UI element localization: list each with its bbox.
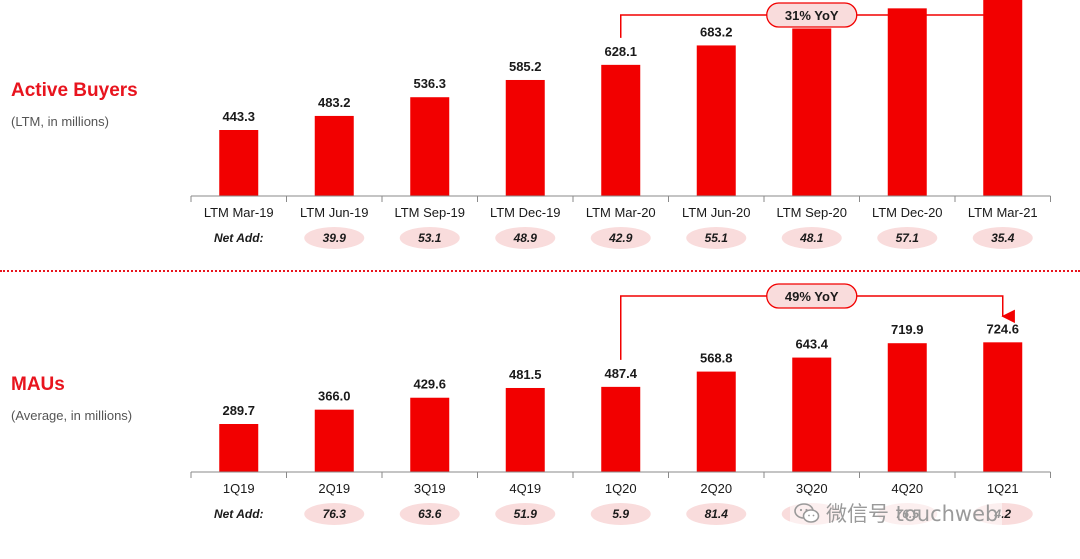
net-add-value-7: 57.1 xyxy=(896,231,920,245)
category-label-6: 3Q20 xyxy=(796,481,828,496)
bar-4 xyxy=(601,64,641,196)
active-buyers-title: Active Buyers xyxy=(11,80,138,101)
category-label-8: 1Q21 xyxy=(987,481,1019,496)
value-label-4: 628.1 xyxy=(604,44,637,59)
bar-2 xyxy=(410,97,450,196)
value-label-2: 536.3 xyxy=(413,76,446,91)
bar-6 xyxy=(792,28,832,197)
bar-0 xyxy=(219,424,259,472)
value-label-2: 429.6 xyxy=(413,377,446,392)
category-label-1: LTM Jun-19 xyxy=(300,205,368,220)
category-label-7: LTM Dec-20 xyxy=(872,205,943,220)
net-add-pill-1 xyxy=(304,503,365,525)
net-add-pill-4 xyxy=(590,227,651,249)
net-add-pill-4 xyxy=(590,503,651,525)
active-buyers-subtitle: (LTM, in millions) xyxy=(11,114,109,129)
net-add-value-6: 48.1 xyxy=(799,231,824,245)
value-label-6: 643.4 xyxy=(795,337,828,352)
net-add-label: Net Add: xyxy=(214,231,264,245)
value-label-1: 483.2 xyxy=(318,95,351,110)
net-add-value-8: 35.4 xyxy=(991,231,1015,245)
value-label-8: 724.6 xyxy=(986,321,1019,336)
watermark: 微信号 touchweb xyxy=(790,500,1003,526)
value-label-7: 788.4 xyxy=(891,0,924,2)
maus-title: MAUs xyxy=(11,374,65,395)
net-add-value-3: 51.9 xyxy=(514,507,538,521)
bar-0 xyxy=(219,130,259,196)
net-add-pill-2 xyxy=(399,227,460,249)
bar-1 xyxy=(314,115,354,196)
net-add-value-1: 39.9 xyxy=(323,231,347,245)
value-label-5: 683.2 xyxy=(700,24,733,39)
net-add-pill-8 xyxy=(972,227,1033,249)
watermark-text: 微信号 touchweb xyxy=(826,502,999,526)
value-label-0: 443.3 xyxy=(222,109,255,124)
net-add-value-2: 63.6 xyxy=(418,507,442,521)
net-add-pill-5 xyxy=(686,503,747,525)
net-add-value-1: 76.3 xyxy=(323,507,347,521)
net-add-pill-2 xyxy=(399,503,460,525)
net-add-pill-5 xyxy=(686,227,747,249)
category-label-3: 4Q19 xyxy=(509,481,541,496)
category-label-5: 2Q20 xyxy=(700,481,732,496)
category-label-4: 1Q20 xyxy=(605,481,637,496)
value-label-3: 481.5 xyxy=(509,367,542,382)
net-add-value-5: 55.1 xyxy=(705,231,729,245)
value-label-1: 366.0 xyxy=(318,389,351,404)
bar-8 xyxy=(983,342,1023,472)
category-label-1: 2Q19 xyxy=(318,481,350,496)
net-add-pill-1 xyxy=(304,227,365,249)
net-add-value-2: 53.1 xyxy=(418,231,442,245)
net-add-pill-6 xyxy=(781,227,842,249)
active-buyers-panel: Active Buyers (LTM, in millions) 443.3 48… xyxy=(0,0,1080,268)
category-label-0: LTM Mar-19 xyxy=(204,205,274,220)
section-divider xyxy=(0,270,1080,272)
net-add-value-3: 48.9 xyxy=(513,231,538,245)
yoy-badge xyxy=(766,2,858,28)
yoy-badge xyxy=(766,283,858,309)
net-add-pill-7 xyxy=(877,227,938,249)
category-label-6: LTM Sep-20 xyxy=(776,205,847,220)
bar-7 xyxy=(887,8,927,197)
bar-3 xyxy=(505,79,545,196)
active-buyers-chart: 443.3483.2536.3585.2628.1683.2731.3788.4… xyxy=(190,0,1051,249)
category-label-0: 1Q19 xyxy=(223,481,255,496)
bar-1 xyxy=(314,409,354,472)
bar-2 xyxy=(410,397,450,472)
bar-5 xyxy=(696,45,736,197)
value-label-7: 719.9 xyxy=(891,322,924,337)
bar-5 xyxy=(696,371,736,472)
maus-subtitle: (Average, in millions) xyxy=(11,408,133,423)
yoy-label: 31% YoY xyxy=(785,8,839,23)
category-label-3: LTM Dec-19 xyxy=(490,205,561,220)
category-label-8: LTM Mar-21 xyxy=(968,205,1038,220)
category-label-2: LTM Sep-19 xyxy=(394,205,465,220)
net-add-pill-3 xyxy=(495,503,556,525)
bar-6 xyxy=(792,357,832,472)
category-label-2: 3Q19 xyxy=(414,481,446,496)
value-label-3: 585.2 xyxy=(509,59,542,74)
wechat-icon xyxy=(794,503,820,523)
bar-3 xyxy=(505,387,545,472)
net-add-value-5: 81.4 xyxy=(705,507,729,521)
value-label-0: 289.7 xyxy=(222,403,255,418)
category-label-4: LTM Mar-20 xyxy=(586,205,656,220)
net-add-pill-3 xyxy=(495,227,556,249)
value-label-5: 568.8 xyxy=(700,351,733,366)
yoy-label: 49% YoY xyxy=(785,289,839,304)
value-label-4: 487.4 xyxy=(604,366,637,381)
bar-4 xyxy=(601,386,641,472)
net-add-label: Net Add: xyxy=(214,507,264,521)
net-add-value-4: 5.9 xyxy=(612,507,629,521)
category-label-7: 4Q20 xyxy=(891,481,923,496)
bar-8 xyxy=(983,0,1023,197)
bar-7 xyxy=(887,343,927,472)
net-add-value-4: 42.9 xyxy=(608,231,633,245)
category-label-5: LTM Jun-20 xyxy=(682,205,750,220)
